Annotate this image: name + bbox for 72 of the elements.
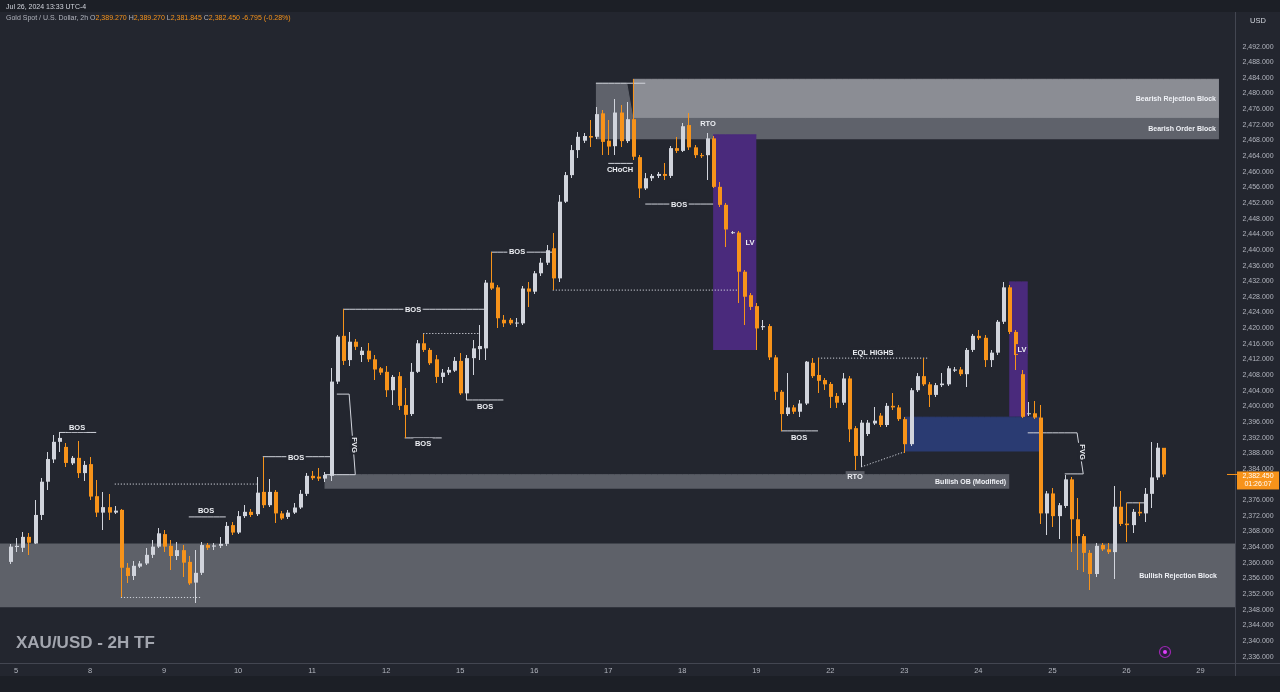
candlestick xyxy=(169,539,173,571)
candlestick xyxy=(490,251,494,291)
candlestick xyxy=(274,489,278,524)
candlestick xyxy=(607,119,611,156)
candlestick xyxy=(947,365,951,387)
candlestick xyxy=(385,365,389,398)
candlestick xyxy=(755,302,759,351)
candlestick xyxy=(367,342,371,363)
candlestick xyxy=(817,357,821,394)
candlestick xyxy=(595,106,599,140)
candlestick xyxy=(101,491,105,531)
candlestick xyxy=(533,270,537,295)
candlestick xyxy=(52,434,56,464)
text: XAU/USD - 2H TF xyxy=(16,633,155,652)
candlestick xyxy=(391,374,395,406)
candlestick xyxy=(157,527,161,549)
candlestick xyxy=(916,372,920,393)
candlestick xyxy=(95,479,99,518)
candlestick xyxy=(305,472,309,497)
candlestick xyxy=(188,555,192,586)
candlestick xyxy=(348,331,352,367)
candlestick xyxy=(786,372,790,417)
candlestick xyxy=(1045,490,1049,536)
candlestick xyxy=(1150,441,1154,509)
candlestick xyxy=(626,101,630,144)
candlestick xyxy=(576,131,580,159)
candlestick xyxy=(422,333,426,353)
candlestick xyxy=(1076,497,1080,571)
candlestick xyxy=(1082,533,1086,573)
candlestick xyxy=(589,119,593,148)
candlestick xyxy=(1132,508,1136,534)
candlestick xyxy=(237,510,241,535)
candlestick xyxy=(472,339,476,376)
candlestick xyxy=(9,543,13,565)
candlestick xyxy=(1027,401,1031,417)
candlestick xyxy=(435,354,439,384)
candlestick xyxy=(1033,400,1037,420)
candlestick xyxy=(64,442,68,468)
candlestick xyxy=(299,489,303,510)
candlestick xyxy=(77,440,81,479)
candlestick xyxy=(478,324,482,361)
candlestick xyxy=(1119,490,1123,527)
candlestick xyxy=(546,244,550,266)
candlestick xyxy=(126,562,130,584)
candlestick xyxy=(1088,549,1092,591)
candlestick xyxy=(262,456,266,509)
candlestick xyxy=(46,451,50,491)
candlestick xyxy=(829,381,833,409)
candlestick xyxy=(27,532,31,556)
candlestick xyxy=(971,333,975,353)
candlestick xyxy=(83,460,87,482)
candlestick xyxy=(1051,487,1055,528)
candlestick xyxy=(163,529,167,553)
candlestick xyxy=(225,521,229,547)
candlestick xyxy=(928,381,932,408)
candlestick xyxy=(108,493,112,521)
candlestick xyxy=(718,181,722,208)
candlestick xyxy=(984,334,988,368)
candlestick xyxy=(268,478,272,508)
candlestick xyxy=(21,531,25,553)
candlestick xyxy=(404,387,408,439)
candlestick xyxy=(811,357,815,379)
candlestick xyxy=(780,389,784,432)
candlestick xyxy=(373,354,377,381)
candlestick xyxy=(687,112,691,151)
candlestick xyxy=(1058,502,1062,540)
candlestick xyxy=(706,132,710,181)
candlestick xyxy=(885,402,889,428)
candlestick xyxy=(527,281,531,308)
candlestick xyxy=(922,357,926,387)
candlestick xyxy=(132,560,136,581)
candlestick xyxy=(182,544,186,578)
